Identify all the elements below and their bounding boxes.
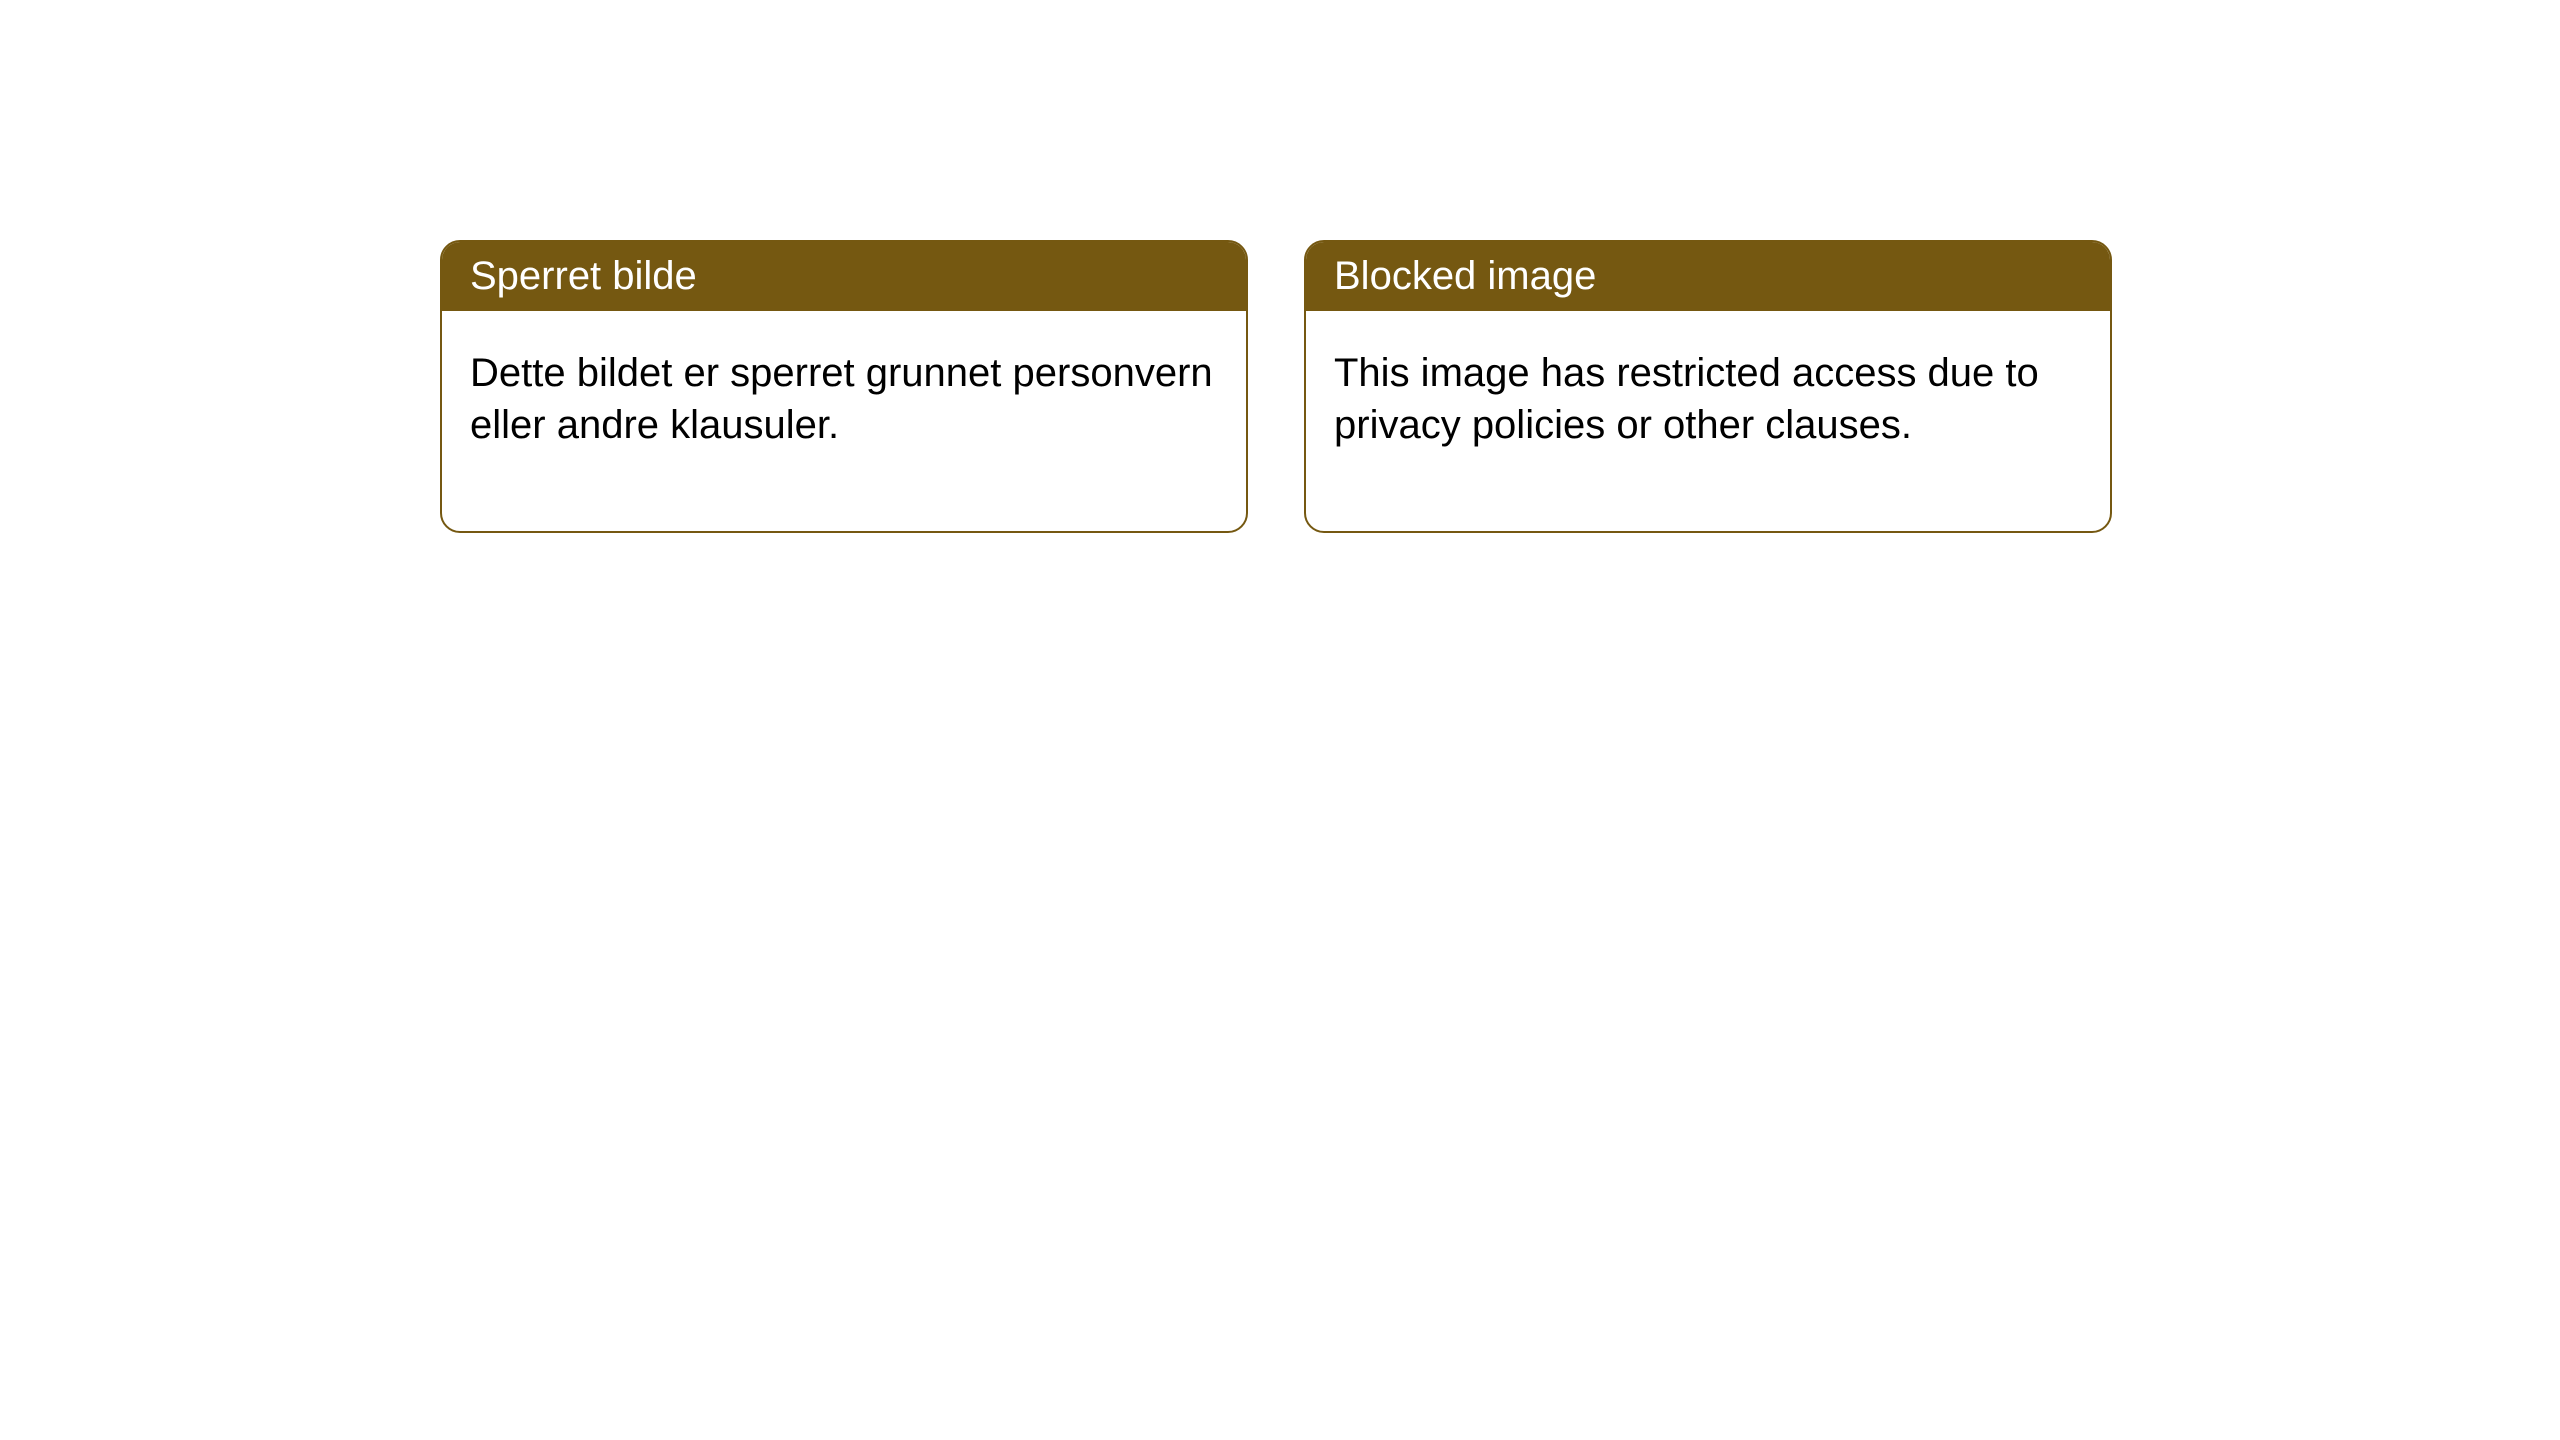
card-body: This image has restricted access due to … xyxy=(1306,311,2110,531)
card-header: Sperret bilde xyxy=(442,242,1246,311)
notice-card-norwegian: Sperret bilde Dette bildet er sperret gr… xyxy=(440,240,1248,533)
notice-cards-container: Sperret bilde Dette bildet er sperret gr… xyxy=(0,0,2560,533)
card-header: Blocked image xyxy=(1306,242,2110,311)
card-body: Dette bildet er sperret grunnet personve… xyxy=(442,311,1246,531)
notice-card-english: Blocked image This image has restricted … xyxy=(1304,240,2112,533)
